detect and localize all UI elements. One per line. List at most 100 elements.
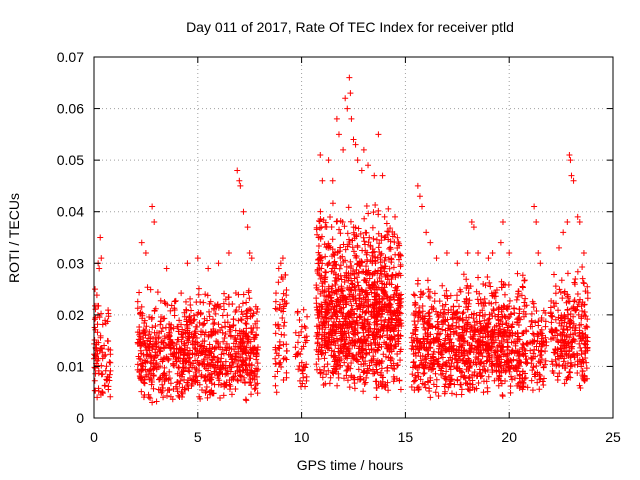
data-point <box>454 308 461 315</box>
data-point <box>242 320 249 327</box>
data-point <box>552 356 559 363</box>
data-point <box>282 271 289 278</box>
data-point <box>470 359 477 366</box>
data-point <box>176 365 183 372</box>
data-point <box>331 318 338 325</box>
data-point <box>178 389 185 396</box>
data-point <box>97 234 104 241</box>
data-point <box>134 298 141 305</box>
data-point <box>423 344 430 351</box>
data-point <box>343 367 350 374</box>
data-point <box>560 326 567 333</box>
data-point <box>567 353 574 360</box>
data-point <box>319 350 326 357</box>
data-point <box>500 343 507 350</box>
data-point <box>532 353 539 360</box>
data-point <box>332 342 339 349</box>
data-point <box>422 353 429 360</box>
data-point <box>435 355 442 362</box>
data-point <box>504 306 511 313</box>
data-point <box>398 320 405 327</box>
data-point <box>452 325 459 332</box>
data-point <box>548 326 555 333</box>
data-point <box>554 346 561 353</box>
data-point <box>339 293 346 300</box>
data-point <box>315 315 322 322</box>
data-point <box>272 330 279 337</box>
data-point <box>565 373 572 380</box>
data-point <box>558 277 565 284</box>
data-point <box>377 270 384 277</box>
data-point <box>346 74 353 81</box>
data-point <box>191 344 198 351</box>
data-point <box>207 362 214 369</box>
data-point <box>385 205 392 212</box>
data-point <box>166 368 173 375</box>
data-point <box>147 395 154 402</box>
data-point <box>193 373 200 380</box>
data-point <box>380 325 387 332</box>
data-point <box>576 219 583 226</box>
data-point <box>483 347 490 354</box>
data-point <box>504 315 511 322</box>
data-point <box>341 359 348 366</box>
data-point <box>176 394 183 401</box>
data-point <box>384 345 391 352</box>
data-point <box>455 347 462 354</box>
data-point <box>237 316 244 323</box>
data-point <box>280 303 287 310</box>
data-point <box>344 230 351 237</box>
data-point <box>556 286 563 293</box>
data-point <box>281 319 288 326</box>
data-point <box>251 386 258 393</box>
data-point <box>189 351 196 358</box>
data-point <box>362 229 369 236</box>
data-point <box>178 331 185 338</box>
data-point <box>506 350 513 357</box>
data-point <box>502 320 509 327</box>
data-point <box>370 209 377 216</box>
data-point <box>463 366 470 373</box>
data-point <box>155 344 162 351</box>
data-point <box>350 296 357 303</box>
data-point <box>95 367 102 374</box>
data-point <box>334 382 341 389</box>
data-point <box>567 157 574 164</box>
data-point <box>416 339 423 346</box>
data-point <box>339 325 346 332</box>
data-point <box>190 312 197 319</box>
data-point <box>496 339 503 346</box>
data-point <box>349 268 356 275</box>
data-point <box>147 359 154 366</box>
data-point <box>230 360 237 367</box>
data-point <box>317 275 324 282</box>
data-point <box>425 365 432 372</box>
data-point <box>160 372 167 379</box>
data-point <box>533 219 540 226</box>
data-point <box>390 264 397 271</box>
data-point <box>300 306 307 313</box>
data-point <box>226 377 233 384</box>
data-point <box>317 369 324 376</box>
data-point <box>215 260 222 267</box>
data-point <box>486 352 493 359</box>
data-point <box>542 334 549 341</box>
data-point <box>353 317 360 324</box>
data-point <box>276 325 283 332</box>
data-point <box>479 313 486 320</box>
data-point <box>99 389 106 396</box>
data-point <box>324 262 331 269</box>
data-point <box>98 362 105 369</box>
data-point <box>231 334 238 341</box>
data-point <box>227 368 234 375</box>
data-point <box>432 370 439 377</box>
data-point <box>499 348 506 355</box>
y-tick-label: 0.02 <box>57 307 84 323</box>
data-point <box>553 328 560 335</box>
data-point <box>325 315 332 322</box>
data-point <box>136 323 143 330</box>
data-point <box>98 255 105 262</box>
data-point <box>201 331 208 338</box>
data-point <box>456 323 463 330</box>
data-point <box>529 387 536 394</box>
